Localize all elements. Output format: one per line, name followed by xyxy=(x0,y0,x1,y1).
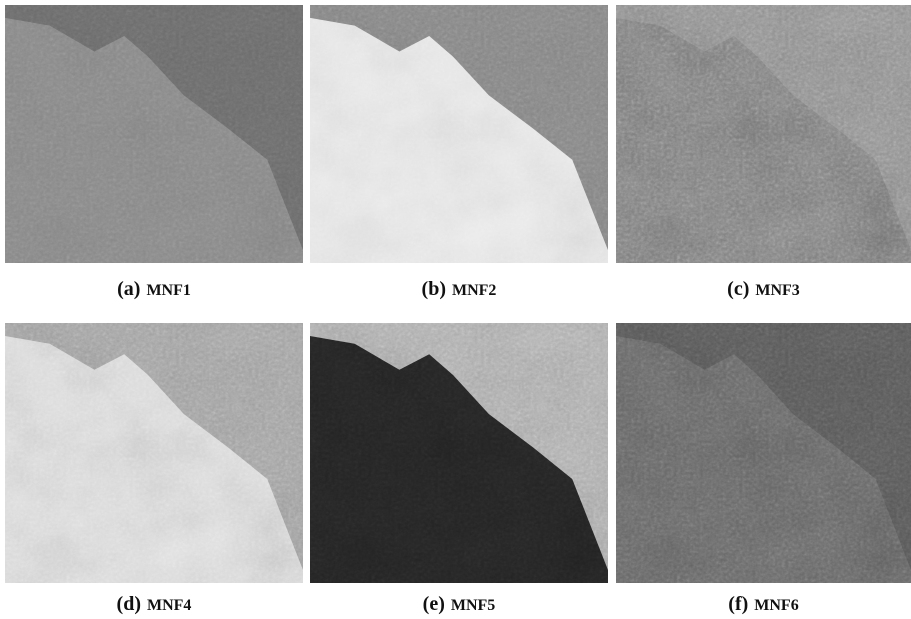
satellite-image xyxy=(616,323,911,583)
satellite-image xyxy=(310,5,608,263)
caption-label: (f) xyxy=(728,593,748,615)
figure: (a) MNF1 (b) MNF2 (c) MNF3 (d) MNF4 (e) MNF5 (f) MN… xyxy=(0,0,911,619)
caption-name: MNF4 xyxy=(147,597,191,614)
caption-name: MNF3 xyxy=(755,282,799,299)
caption-name: MNF2 xyxy=(452,282,496,299)
satellite-image xyxy=(616,5,911,263)
caption-name: MNF1 xyxy=(146,282,190,299)
caption: (a) MNF1 xyxy=(4,278,304,301)
caption: (c) MNF3 xyxy=(614,278,911,301)
satellite-image xyxy=(5,5,303,263)
satellite-image xyxy=(310,323,608,583)
satellite-image xyxy=(5,323,303,583)
caption: (b) MNF2 xyxy=(309,278,609,301)
caption-label: (e) xyxy=(423,593,445,615)
caption-label: (a) xyxy=(117,278,140,300)
caption: (f) MNF6 xyxy=(614,593,911,616)
caption-label: (c) xyxy=(727,278,749,300)
caption-name: MNF5 xyxy=(451,597,495,614)
caption-name: MNF6 xyxy=(754,597,798,614)
caption-label: (d) xyxy=(117,593,141,615)
caption: (e) MNF5 xyxy=(309,593,609,616)
caption: (d) MNF4 xyxy=(4,593,304,616)
caption-label: (b) xyxy=(422,278,446,300)
